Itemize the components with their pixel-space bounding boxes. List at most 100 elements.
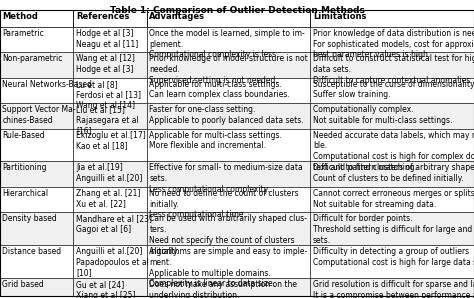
Bar (147, 78, 310, 103)
Text: Advantages: Advantages (149, 12, 205, 21)
Bar (0, 78, 73, 103)
Bar (310, 162, 474, 187)
Text: Density based: Density based (2, 214, 57, 223)
Bar (147, 103, 310, 128)
Bar (0, 187, 73, 212)
Text: Computationally complex.
Not suitable for multi-class settings.: Computationally complex. Not suitable fo… (313, 105, 452, 125)
Bar (147, 162, 310, 187)
Bar (310, 78, 474, 103)
Text: Distance based: Distance based (2, 247, 62, 256)
Text: Non-parametric: Non-parametric (2, 54, 63, 63)
Text: Once the model is learned, simple to im-
plement.
Computational complexity is le: Once the model is learned, simple to im-… (149, 29, 305, 59)
Text: Prior knowledge of data distribution is needed.
For sophisticated models, cost f: Prior knowledge of data distribution is … (313, 29, 474, 59)
Bar (73, 278, 147, 296)
Bar (73, 128, 147, 162)
Text: Needed accurate data labels, which may not be availa-
ble.
Computational cost is: Needed accurate data labels, which may n… (313, 131, 474, 172)
Bar (0, 27, 73, 52)
Text: Partitioning: Partitioning (2, 163, 47, 173)
Bar (73, 103, 147, 128)
Text: Liu et al [15]
Rajasegara et al
[16]: Liu et al [15] Rajasegara et al [16] (76, 105, 139, 136)
Text: Neural Networks-Based: Neural Networks-Based (2, 80, 92, 89)
Text: Difficult for border points.
Threshold setting is difficult for large and dynami: Difficult for border points. Threshold s… (313, 214, 474, 245)
Text: Zhang et al. [21]
Xu et al. [22]: Zhang et al. [21] Xu et al. [22] (76, 189, 140, 209)
Bar (310, 10, 474, 27)
Bar (73, 78, 147, 103)
Bar (147, 128, 310, 162)
Text: Mandhare et al [23]
Gagoi et al [6]: Mandhare et al [23] Gagoi et al [6] (76, 214, 152, 234)
Bar (73, 27, 147, 52)
Text: Hierarchical: Hierarchical (2, 189, 49, 198)
Text: References: References (76, 12, 129, 21)
Bar (73, 187, 147, 212)
Bar (0, 212, 73, 245)
Text: Wang et al [12]
Hodge et al [3]: Wang et al [12] Hodge et al [3] (76, 54, 135, 74)
Text: Rule-Based: Rule-Based (2, 131, 45, 139)
Bar (0, 52, 73, 78)
Text: Difficulty in detecting a group of outliers
Computational cost is high for large: Difficulty in detecting a group of outli… (313, 247, 474, 267)
Text: Effective for small- to medium-size data
sets.
Less computational complexity.: Effective for small- to medium-size data… (149, 163, 303, 194)
Text: Gu et al [24]
Xiang et al [25]: Gu et al [24] Xiang et al [25] (76, 280, 136, 298)
Text: Can be used with arbitrarily shaped clus-
ters.
Need not specify the count of cl: Can be used with arbitrarily shaped clus… (149, 214, 308, 255)
Bar (310, 103, 474, 128)
Bar (0, 10, 73, 27)
Text: Support Vector Ma-
chines-Based: Support Vector Ma- chines-Based (2, 105, 76, 125)
Bar (147, 212, 310, 245)
Bar (310, 212, 474, 245)
Bar (147, 10, 310, 27)
Bar (73, 212, 147, 245)
Text: Grid resolution is difficult for sparse and large data sets.
It is a compromise : Grid resolution is difficult for sparse … (313, 280, 474, 298)
Text: Prior knowledge of model structure is not
needed.
Supervised setting is not need: Prior knowledge of model structure is no… (149, 54, 308, 85)
Text: Applicable for multi-class settings.
Can learn complex class boundaries.: Applicable for multi-class settings. Can… (149, 80, 290, 100)
Bar (73, 162, 147, 187)
Text: Limitations: Limitations (313, 12, 366, 21)
Bar (310, 27, 474, 52)
Text: Anguilli et al.[20]
Papadopoulos et al
[10]: Anguilli et al.[20] Papadopoulos et al [… (76, 247, 149, 278)
Bar (0, 245, 73, 278)
Bar (147, 278, 310, 296)
Text: No need to define the count of clusters
initially.
Less computational time.: No need to define the count of clusters … (149, 189, 299, 219)
Text: Algorithms are simple and easy to imple-
ment.
Applicable to multiple domains.
C: Algorithms are simple and easy to imple-… (149, 247, 308, 288)
Text: Susceptible to the curse of dimensionality.
Suffer slow training.: Susceptible to the curse of dimensionali… (313, 80, 474, 100)
Text: Difficult to find clusters of arbitrary shape.
Count of clusters to be defined i: Difficult to find clusters of arbitrary … (313, 163, 474, 183)
Text: Lu et al [8]
Ferdosi et al [13]
Wang et al [14]: Lu et al [8] Ferdosi et al [13] Wang et … (76, 80, 141, 110)
Text: Faster for one-class setting.
Applicable to poorly balanced data sets.: Faster for one-class setting. Applicable… (149, 105, 304, 125)
Bar (310, 128, 474, 162)
Bar (0, 128, 73, 162)
Text: Parametric: Parametric (2, 29, 44, 38)
Bar (147, 27, 310, 52)
Bar (73, 52, 147, 78)
Text: Table 1: Comparison of Outlier Detection Methods: Table 1: Comparison of Outlier Detection… (109, 6, 365, 15)
Bar (310, 245, 474, 278)
Bar (0, 162, 73, 187)
Bar (310, 278, 474, 296)
Bar (73, 10, 147, 27)
Bar (147, 245, 310, 278)
Bar (147, 52, 310, 78)
Text: Jia et al.[19]
Anguilli et al.[20]: Jia et al.[19] Anguilli et al.[20] (76, 163, 142, 183)
Text: Applicable for multi-class settings.
More flexible and incremental.: Applicable for multi-class settings. Mor… (149, 131, 283, 150)
Text: Ekizoglu et al.[17]
Kao et al [18]: Ekizoglu et al.[17] Kao et al [18] (76, 131, 146, 150)
Bar (73, 245, 147, 278)
Bar (147, 187, 310, 212)
Text: Does not make any assumption on the
underlying distribution.: Does not make any assumption on the unde… (149, 280, 298, 298)
Text: Difficult to construct statistical test for high dimensional
data sets.
Difficul: Difficult to construct statistical test … (313, 54, 474, 85)
Text: Cannot correct erroneous merges or splits.
Not suitable for streaming data.: Cannot correct erroneous merges or split… (313, 189, 474, 209)
Bar (0, 278, 73, 296)
Text: Hodge et al [3]
Neagu et al [11]: Hodge et al [3] Neagu et al [11] (76, 29, 138, 49)
Text: Method: Method (2, 12, 38, 21)
Text: Grid based: Grid based (2, 280, 44, 289)
Bar (0, 103, 73, 128)
Bar (310, 52, 474, 78)
Bar (310, 187, 474, 212)
